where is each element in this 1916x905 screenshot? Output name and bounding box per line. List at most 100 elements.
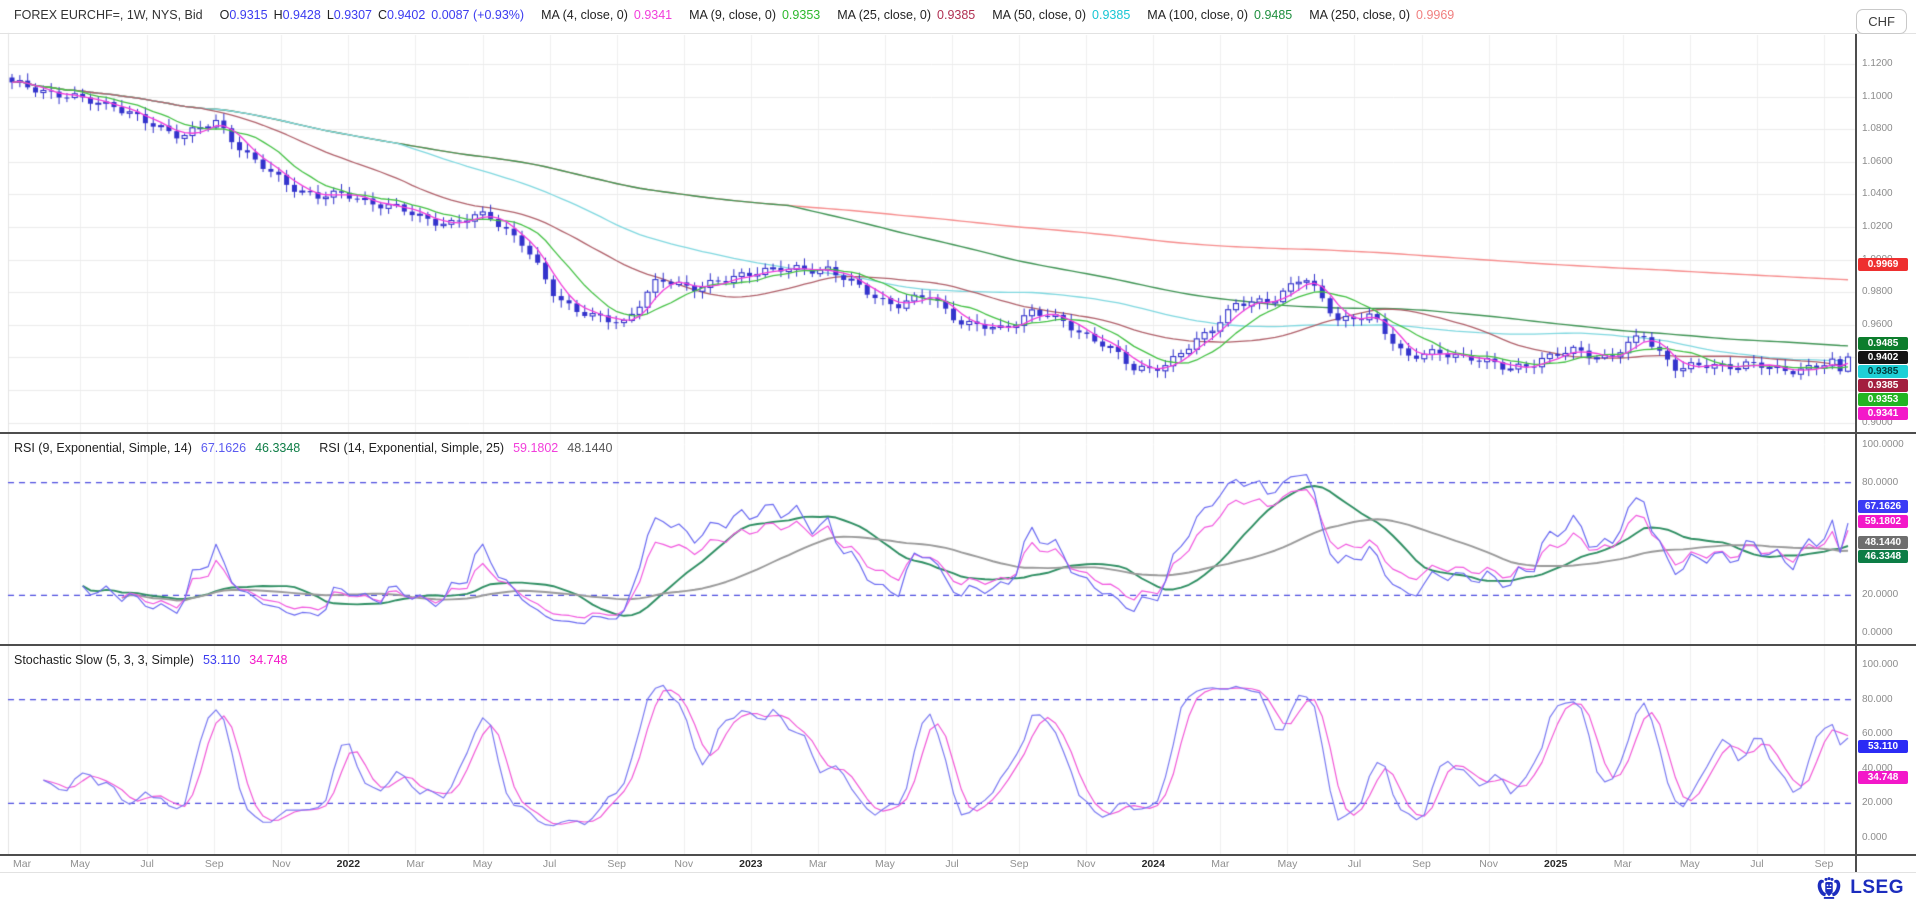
price-tick-label: 0.9000 (1862, 416, 1893, 428)
rsi-tick-label: 0.0000 (1862, 627, 1893, 638)
price-tick-label: 1.0600 (1862, 155, 1893, 167)
currency-button[interactable]: CHF (1856, 9, 1907, 34)
stoch-tick-label: 20.000 (1862, 797, 1893, 809)
x-axis-month-label: Nov (1479, 858, 1498, 870)
x-axis-month-label: Sep (204, 858, 224, 870)
x-axis-month-label: Mar (406, 858, 425, 870)
x-axis-month-label: Sep (1009, 858, 1029, 870)
stochastic-legend[interactable]: Stochastic Slow (5, 3, 3, Simple) 53.110… (14, 653, 287, 667)
ma-legend-100[interactable]: MA (100, close, 0) 0.9485 (1147, 8, 1293, 22)
x-axis-month-label: May (1679, 858, 1700, 870)
x-axis-month-label: Jul (140, 858, 154, 870)
price-tick-label: 1.1200 (1862, 58, 1893, 69)
stochastic-panel-divider[interactable] (0, 644, 1916, 646)
stoch-value-badge: 34.748 (1858, 771, 1908, 785)
ohlc-group: O0.9315 H0.9428 L0.9307 C0.9402 0.0087 (… (220, 8, 524, 22)
stoch-tick-label: 60.000 (1862, 728, 1893, 740)
x-axis-month-label: Jul (1347, 858, 1362, 870)
x-axis-year-label: 2025 (1544, 858, 1568, 870)
x-axis-month-label: Mar (1211, 858, 1230, 870)
instrument-title[interactable]: FOREX EURCHF=, 1W, NYS, Bid (14, 8, 203, 22)
rsi-value-badge: 67.1626 (1858, 500, 1908, 514)
rsi-panel-divider[interactable] (0, 432, 1916, 434)
low-value: 0.9307 (333, 8, 373, 22)
rsi-tick-label: 100.0000 (1862, 439, 1904, 450)
price-tick-label: 0.9600 (1862, 318, 1893, 330)
low-label: L (326, 8, 334, 22)
ma-250-value: 0.9969 (1416, 8, 1455, 22)
lseg-logo-text: LSEG (1850, 877, 1904, 898)
ma-50-value: 0.9385 (1092, 8, 1131, 22)
price-tick-label: 1.1000 (1862, 90, 1893, 102)
high-label: H (273, 8, 283, 22)
ma-legend-250[interactable]: MA (250, close, 0) 0.9969 (1309, 8, 1455, 22)
rsi1-value: 67.1626 (200, 441, 247, 455)
time-axis-divider (0, 854, 1916, 856)
open-label: O (219, 8, 230, 22)
stoch-tick-label: 80.000 (1862, 693, 1893, 705)
x-axis-month-label: May (875, 858, 895, 870)
rsi2-value: 59.1802 (513, 441, 559, 455)
x-axis-month-label: May (70, 858, 90, 870)
ma-legend-25[interactable]: MA (25, close, 0) 0.9385 (837, 8, 976, 22)
stoch-k-value: 53.110 (202, 653, 241, 667)
rsi-legend[interactable]: RSI (9, Exponential, Simple, 14) 67.1626… (14, 441, 612, 455)
price-tick-label: 1.0800 (1862, 123, 1893, 135)
ma-4-value: 0.9341 (633, 8, 673, 22)
stoch-value-badge: 53.110 (1858, 739, 1908, 753)
rsi-tick-label: 20.0000 (1862, 589, 1899, 601)
x-axis-month-label: Nov (1076, 858, 1096, 870)
x-axis-month-label: Sep (1412, 858, 1431, 870)
change-value: 0.0087 (+0.93%) (431, 8, 525, 22)
stoch-d-value: 34.748 (249, 653, 288, 667)
x-axis-month-label: Sep (1814, 858, 1834, 870)
x-axis-month-label: Jul (542, 858, 557, 870)
x-axis-month-label: Nov (674, 858, 694, 870)
price-axis-separator (1855, 33, 1857, 872)
rsi-tick-label: 80.0000 (1862, 476, 1899, 488)
footer-border (0, 872, 1916, 873)
price-value-badge: 0.9341 (1858, 407, 1908, 421)
x-axis-month-label: Nov (271, 858, 291, 870)
rsi1-label: RSI (9, Exponential, Simple, 14) (14, 441, 192, 455)
close-value: 0.9402 (387, 8, 426, 22)
rsi-value-badge: 46.3348 (1858, 549, 1908, 563)
open-value: 0.9315 (229, 8, 268, 22)
ma-9-value: 0.9353 (781, 8, 821, 22)
ma-legend-9[interactable]: MA (9, close, 0) 0.9353 (689, 8, 821, 22)
x-axis-month-label: Mar (808, 858, 827, 870)
ma-legend-4[interactable]: MA (4, close, 0) 0.9341 (541, 8, 673, 22)
rsi2-label: RSI (14, Exponential, Simple, 25) (319, 441, 505, 455)
stoch-label: Stochastic Slow (5, 3, 3, Simple) (14, 653, 194, 667)
rsi-value-badge: 48.1440 (1858, 535, 1908, 549)
x-axis-month-label: Jul (945, 858, 959, 870)
price-tick-label: 0.9800 (1862, 286, 1893, 298)
price-value-badge: 0.9385 (1858, 379, 1908, 393)
price-value-badge: 0.9969 (1858, 258, 1908, 272)
main-chart-legend: FOREX EURCHF=, 1W, NYS, Bid O0.9315 H0.9… (14, 8, 1454, 22)
price-tick-label: 1.0200 (1862, 221, 1893, 232)
ma-25-value: 0.9385 (937, 8, 976, 22)
close-label: C (378, 8, 388, 22)
stoch-tick-label: 40.000 (1862, 762, 1893, 774)
x-axis-month-label: Mar (1613, 858, 1632, 870)
x-axis-month-label: Mar (13, 858, 32, 870)
x-axis-month-label: May (1277, 858, 1298, 870)
stoch-tick-label: 0.000 (1862, 832, 1888, 843)
x-axis-month-label: Jul (1750, 858, 1764, 870)
price-value-badge: 0.9485 (1858, 337, 1908, 351)
rsi-value-badge: 59.1802 (1858, 515, 1908, 529)
stoch-tick-label: 100.000 (1862, 659, 1899, 670)
x-axis-year-label: 2024 (1141, 858, 1165, 870)
rsi2-signal-value: 48.1440 (567, 441, 613, 455)
x-axis-month-label: Sep (607, 858, 626, 870)
lseg-crest-icon (1817, 877, 1841, 899)
ma-100-value: 0.9485 (1254, 8, 1293, 22)
high-value: 0.9428 (282, 8, 321, 22)
price-value-badge: 0.9353 (1858, 393, 1908, 407)
ma-legend-50[interactable]: MA (50, close, 0) 0.9385 (992, 8, 1131, 22)
x-axis-year-label: 2023 (739, 858, 763, 870)
x-axis-year-label: 2022 (336, 858, 361, 870)
